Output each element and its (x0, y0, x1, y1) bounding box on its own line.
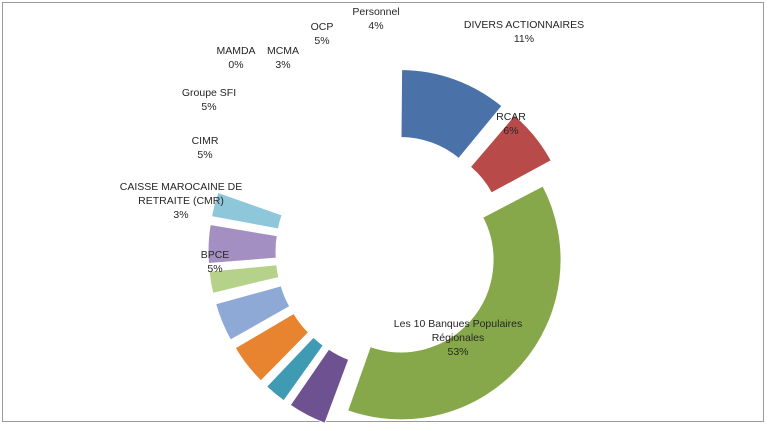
data-label-ocp: OCP 5% (311, 21, 334, 47)
slice-cimr (234, 312, 310, 382)
data-label-cimr: CIMR 5% (192, 135, 219, 161)
data-label-personnel: Personnel 4% (352, 6, 399, 32)
slice-les-10-banques-populaires-r-gionales (347, 185, 562, 421)
slice-bpce (289, 348, 350, 424)
slice-rcar (469, 114, 552, 194)
slice-groupe-sfi (215, 285, 291, 341)
data-label-mcma: MCMA 3% (267, 45, 299, 71)
data-label-groupe-sfi: Groupe SFI 5% (182, 87, 236, 113)
data-label-bpce: BPCE 5% (201, 249, 230, 275)
data-label-les-10-banques-populaires-r-gionales: Les 10 Banques Populaires Régionales 53% (394, 318, 522, 358)
data-label-rcar: RCAR 6% (496, 111, 526, 137)
slice-divers-actionnaires (400, 68, 503, 160)
slice-ocp (207, 223, 278, 265)
slice-personnel (210, 191, 283, 230)
slice-mcma (208, 264, 280, 294)
data-label-divers-actionnaires: DIVERS ACTIONNAIRES 11% (464, 19, 584, 45)
slice-caisse-marocaine-de-retraite-cmr (265, 336, 325, 402)
data-label-caisse-marocaine-de-retraite-cmr: CAISSE MAROCAINE DE RETRAITE (CMR) 3% (120, 181, 243, 221)
data-label-mamda: MAMDA 0% (216, 45, 255, 71)
